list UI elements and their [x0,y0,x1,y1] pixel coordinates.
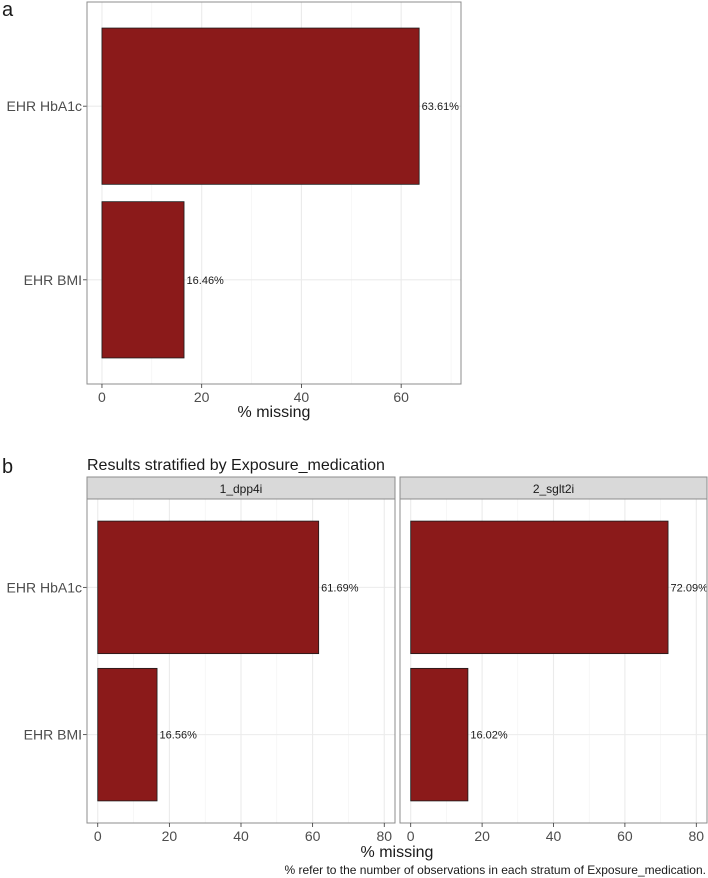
x-tick-label: 60 [305,828,321,844]
panel-b: b Results stratified by Exposure_medicati… [2,456,708,877]
y-tick-label-ehr-hba1c: EHR HbA1c [7,98,82,114]
y-tick-label-ehr-hba1c: EHR HbA1c [7,579,82,595]
x-axis-title: % missing [361,844,434,861]
panel-label-a: a [2,0,14,21]
x-tick-label: 40 [546,828,562,844]
bar-ehr-bmi [97,667,158,802]
x-tick-label: 20 [162,828,178,844]
y-tick-label-ehr-bmi: EHR BMI [24,727,82,743]
value-label-ehr-hba1c: 63.61% [422,101,460,113]
y-tick-label-ehr-bmi: EHR BMI [24,272,82,288]
x-tick-label: 60 [617,828,633,844]
bar-ehr-hba1c [101,27,420,185]
bar-ehr-hba1c [97,520,320,655]
bar-ehr-bmi [410,667,469,802]
caption: % refer to the number of observations in… [284,863,706,877]
bar-ehr-hba1c [410,520,669,655]
panel-label-b: b [2,456,13,478]
value-label-ehr-bmi: 16.56% [160,730,198,742]
x-axis-title: % missing [238,404,311,421]
x-tick-label: 80 [689,828,705,844]
facet-strip-label-2-sglt2i: 2_sglt2i [533,482,574,496]
facet-strip-label-1-dpp4i: 1_dpp4i [220,482,263,496]
x-tick-label: 80 [376,828,392,844]
x-tick-label: 40 [233,828,249,844]
chart-title: Results stratified by Exposure_medicatio… [87,457,385,474]
x-tick-label: 0 [407,828,415,844]
x-tick-label: 40 [294,389,310,405]
value-label-ehr-hba1c: 61.69% [321,582,359,594]
x-tick-label: 20 [474,828,490,844]
bar-ehr-bmi [101,201,185,359]
x-tick-label: 0 [98,389,106,405]
panel-a: a 63.61% EHR HbA1c 16.46% EHR BMI 0 20 40 60 % mi… [2,0,462,421]
panel-border [86,1,462,385]
x-tick-label: 0 [94,828,102,844]
value-label-ehr-hba1c: 72.09% [671,582,708,594]
value-label-ehr-bmi: 16.46% [187,275,225,287]
value-label-ehr-bmi: 16.02% [470,730,508,742]
x-tick-label: 60 [393,389,409,405]
x-tick-label: 20 [194,389,210,405]
